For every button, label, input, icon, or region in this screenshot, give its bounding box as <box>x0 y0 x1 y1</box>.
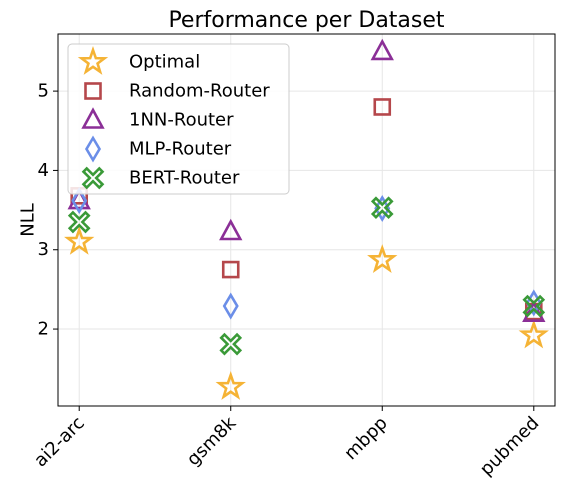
legend-marker-1nn-router <box>81 107 105 129</box>
y-tick-label: 5 <box>38 81 49 102</box>
marker-optimal-mbpp <box>367 244 398 273</box>
marker-optimal-pubmed <box>518 319 549 349</box>
marker-random-router-mbpp <box>373 98 392 116</box>
y-axis-label: NLL <box>17 203 38 237</box>
y-tick-label: 2 <box>38 319 49 340</box>
y-tick-label: 3 <box>38 239 49 260</box>
y-axis: 2 3 4 5 <box>38 81 58 340</box>
legend-marker-mlp-router <box>84 135 102 163</box>
marker-1nn-router-mbpp <box>370 38 394 61</box>
legend-label-random-router: Random-Router <box>129 81 270 102</box>
legend-label-optimal: Optimal <box>129 52 200 73</box>
marker-bert-router-ai2-arc <box>67 210 91 234</box>
y-tick-label: 4 <box>38 160 49 181</box>
legend-label-bert-router: BERT-Router <box>129 168 240 189</box>
marker-bert-router-pubmed <box>522 294 546 318</box>
chart-title: Performance per Dataset <box>168 8 444 33</box>
marker-optimal-ai2-arc <box>64 225 95 255</box>
marker-mlp-router-ai2-arc <box>71 187 88 215</box>
legend-marker-random-router <box>84 82 102 100</box>
plot-frame <box>57 33 556 407</box>
legend-marker-bert-router <box>81 166 105 190</box>
marker-1nn-router-gsm8k <box>219 218 243 241</box>
marker-random-router-gsm8k <box>221 260 240 279</box>
legend-marker-optimal <box>77 46 109 75</box>
data-markers <box>64 38 549 400</box>
legend-box <box>67 43 290 195</box>
legend-label-1nn-router: 1NN-Router <box>129 110 234 131</box>
marker-1nn-router-pubmed <box>522 300 546 322</box>
marker-optimal-gsm8k <box>215 370 246 400</box>
marker-mlp-router-gsm8k <box>222 292 239 320</box>
marker-bert-router-gsm8k <box>219 332 243 356</box>
legend-label-mlp-router: MLP-Router <box>129 139 232 160</box>
marker-bert-router-mbpp <box>370 196 394 220</box>
legend: Optimal Random-Router 1NN-Router MLP-Router… <box>67 43 290 195</box>
